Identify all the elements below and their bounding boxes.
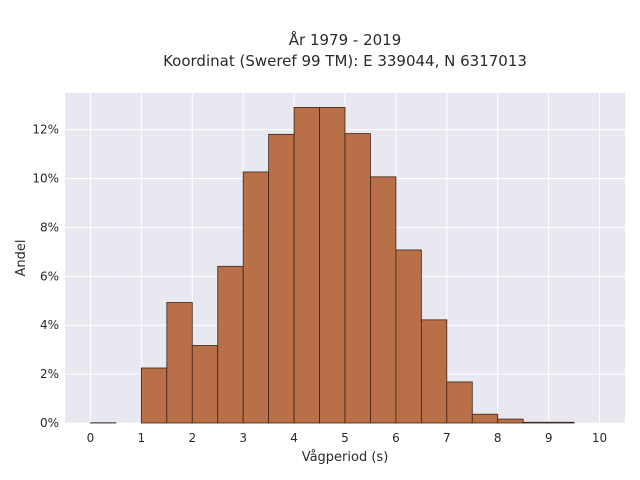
x-tick-label: 2 xyxy=(188,431,196,445)
x-tick-label: 7 xyxy=(443,431,451,445)
histogram-bar xyxy=(471,413,499,424)
histogram-bar xyxy=(293,107,320,424)
histogram-bar xyxy=(446,381,473,424)
histogram-bar xyxy=(420,319,448,424)
histogram-bar xyxy=(217,265,244,424)
y-tick-label: 0% xyxy=(40,416,59,430)
x-tick-label: 1 xyxy=(138,431,146,445)
y-tick-label: 10% xyxy=(32,172,59,186)
histogram-bar xyxy=(166,302,193,424)
x-tick-label: 0 xyxy=(87,431,95,445)
y-axis-ticks: 0% 2% 4% 6% 8% 10% 12% xyxy=(32,123,59,430)
y-tick-label: 4% xyxy=(40,318,59,332)
y-tick-label: 12% xyxy=(32,123,59,137)
x-tick-label: 8 xyxy=(494,431,502,445)
histogram-bar xyxy=(497,418,524,424)
x-tick-label: 6 xyxy=(392,431,400,445)
histogram-bar xyxy=(319,107,346,424)
histogram-bar xyxy=(370,176,397,424)
x-tick-label: 4 xyxy=(290,431,298,445)
histogram-bar xyxy=(140,367,168,424)
histogram-bar xyxy=(522,421,550,424)
x-tick-label: 3 xyxy=(239,431,247,445)
y-tick-label: 2% xyxy=(40,367,59,381)
histogram-bar xyxy=(268,133,295,424)
histogram-bar xyxy=(548,421,575,424)
x-tick-label: 10 xyxy=(592,431,607,445)
chart-title-line-2: Koordinat (Sweref 99 TM): E 339044, N 63… xyxy=(163,52,527,70)
histogram-bar xyxy=(395,249,422,424)
x-tick-label: 9 xyxy=(545,431,553,445)
histogram-bar xyxy=(344,133,371,424)
bars xyxy=(90,107,575,424)
y-axis-label: Andel xyxy=(14,240,29,277)
chart-title-line-1: År 1979 - 2019 xyxy=(289,30,402,49)
x-tick-label: 5 xyxy=(341,431,349,445)
x-axis-label: Vågperiod (s) xyxy=(302,450,389,465)
y-tick-label: 6% xyxy=(40,269,59,283)
x-axis-ticks: 0 1 2 3 4 5 6 7 8 9 10 xyxy=(87,431,608,445)
y-tick-label: 8% xyxy=(40,220,59,234)
histogram-bar xyxy=(242,171,270,424)
histogram-bar xyxy=(191,345,219,424)
